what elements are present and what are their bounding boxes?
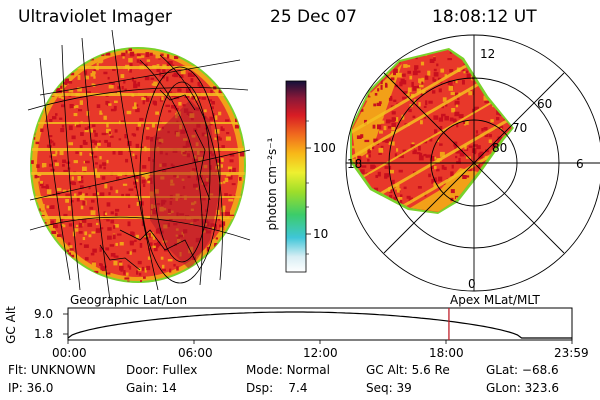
polar-label-0: 0 <box>468 277 476 291</box>
geographic-grid <box>27 29 251 301</box>
time-label: 18:08:12 UT <box>432 7 537 27</box>
date-label: 25 Dec 07 <box>270 7 357 27</box>
polar-label-lat80: 80 <box>492 141 508 155</box>
xtick-1800: 18:00 <box>429 346 464 360</box>
status-glon: GLon: 323.6 <box>486 381 559 395</box>
xtick-2359: 23:59 <box>554 346 589 360</box>
colorbar <box>285 80 311 273</box>
xtick-0000: 00:00 <box>52 346 87 360</box>
xtick-0600: 06:00 <box>178 346 213 360</box>
polar-label-12: 12 <box>480 47 496 61</box>
altitude-plot <box>63 307 573 344</box>
status-glat: GLat: −68.6 <box>486 363 559 377</box>
polar-label-18: 18 <box>347 157 363 171</box>
altitude-ymax: 9.0 <box>34 307 54 321</box>
altitude-ymin: 1.8 <box>34 327 54 341</box>
altitude-curve <box>67 311 572 339</box>
status-ip: IP: 36.0 <box>8 381 54 395</box>
status-gc-alt: GC Alt: 5.6 Re <box>366 363 450 377</box>
status-seq: Seq: 39 <box>366 381 412 395</box>
status-gain: Gain: 14 <box>126 381 177 395</box>
status-dsp: Dsp: 7.4 <box>246 381 308 395</box>
colorbar-tick-10: 10 <box>313 227 329 241</box>
status-mode: Mode: Normal <box>246 363 330 377</box>
polar-label-lat70: 70 <box>512 121 528 135</box>
polar-label-lat60: 60 <box>537 97 553 111</box>
xtick-1200: 12:00 <box>303 346 338 360</box>
altitude-axis-label: GC Alt <box>4 306 18 344</box>
polar-grid <box>345 34 600 292</box>
apex-caption: Apex MLat/MLT <box>450 293 540 307</box>
instrument-title: Ultraviolet Imager <box>18 7 172 27</box>
status-flt: Flt: UNKNOWN <box>8 363 96 377</box>
earth-disk-image <box>30 47 246 283</box>
geographic-caption: Geographic Lat/Lon <box>70 293 188 307</box>
status-door: Door: Fullex <box>126 363 198 377</box>
colorbar-unit-label: photon cm⁻²s⁻¹ <box>265 137 279 231</box>
colorbar-tick-100: 100 <box>313 141 336 155</box>
polar-label-6: 6 <box>576 157 584 171</box>
